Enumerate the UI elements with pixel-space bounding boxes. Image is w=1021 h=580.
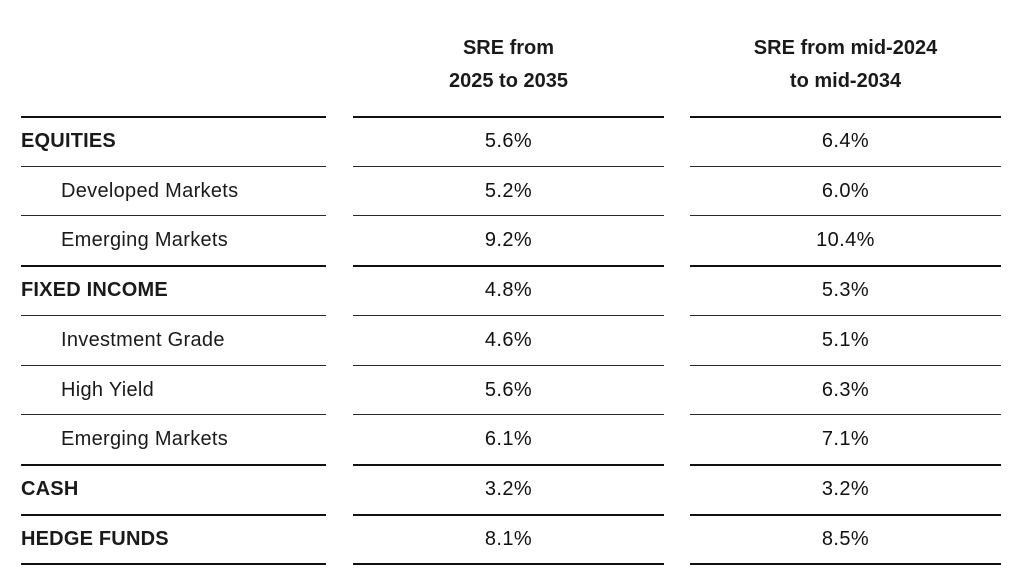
row-divider	[21, 315, 326, 316]
row-divider	[21, 365, 326, 366]
row-divider	[690, 215, 1001, 216]
row-divider	[690, 414, 1001, 415]
section-divider	[690, 116, 1001, 118]
subcategory-label: Emerging Markets	[61, 428, 229, 450]
value-mid2024-mid2034: 5.1%	[821, 329, 870, 351]
section-divider	[690, 464, 1001, 466]
section-divider	[353, 514, 664, 516]
value-2025-2035: 6.1%	[484, 428, 533, 450]
row-divider	[353, 365, 664, 366]
subcategory-label: High Yield	[61, 379, 155, 401]
table-row: CASH 3.2% 3.2%	[0, 465, 1021, 514]
section-divider	[353, 563, 664, 565]
table-row: Developed Markets 5.2% 6.0%	[0, 167, 1021, 216]
row-divider	[690, 315, 1001, 316]
value-2025-2035: 5.6%	[484, 130, 533, 152]
value-2025-2035: 4.6%	[484, 329, 533, 351]
table-row: Investment Grade 4.6% 5.1%	[0, 316, 1021, 365]
subcategory-label: Investment Grade	[61, 329, 225, 351]
category-label: HEDGE FUNDS	[21, 528, 169, 550]
value-2025-2035: 5.2%	[484, 180, 533, 202]
subcategory-label: Emerging Markets	[61, 229, 229, 251]
row-divider	[353, 166, 664, 167]
table-row: EQUITIES 5.6% 6.4%	[0, 117, 1021, 166]
table-row: Emerging Markets 6.1% 7.1%	[0, 415, 1021, 464]
row-divider	[21, 414, 326, 415]
value-mid2024-mid2034: 5.3%	[821, 279, 870, 301]
row-divider	[353, 414, 664, 415]
row-divider	[21, 215, 326, 216]
section-divider	[21, 514, 326, 516]
table-row: HEDGE FUNDS 8.1% 8.5%	[0, 515, 1021, 564]
row-divider	[21, 166, 326, 167]
row-divider	[353, 315, 664, 316]
row-divider	[690, 166, 1001, 167]
column-header-line: 2025 to 2035	[449, 70, 568, 92]
value-mid2024-mid2034: 7.1%	[821, 428, 870, 450]
value-mid2024-mid2034: 3.2%	[821, 478, 870, 500]
table-row: Emerging Markets 9.2% 10.4%	[0, 216, 1021, 265]
category-label: CASH	[21, 478, 79, 500]
value-2025-2035: 8.1%	[484, 528, 533, 550]
value-2025-2035: 5.6%	[484, 379, 533, 401]
section-divider	[21, 116, 326, 118]
row-divider	[690, 365, 1001, 366]
value-2025-2035: 4.8%	[484, 279, 533, 301]
column-header-line: SRE from mid-2024	[753, 37, 938, 59]
table-row: FIXED INCOME 4.8% 5.3%	[0, 266, 1021, 315]
section-divider	[353, 464, 664, 466]
section-divider	[353, 265, 664, 267]
row-divider	[353, 215, 664, 216]
section-divider	[21, 464, 326, 466]
column-header-mid2024-mid2034: SRE from mid-2024 to mid-2034	[690, 32, 1001, 98]
subcategory-label: Developed Markets	[61, 180, 239, 202]
table-row: High Yield 5.6% 6.3%	[0, 366, 1021, 415]
value-2025-2035: 9.2%	[484, 229, 533, 251]
column-header-line: to mid-2034	[789, 70, 902, 92]
value-mid2024-mid2034: 8.5%	[821, 528, 870, 550]
column-header-line: SRE from	[462, 37, 555, 59]
section-divider	[353, 116, 664, 118]
value-2025-2035: 3.2%	[484, 478, 533, 500]
column-header-2025-2035: SRE from 2025 to 2035	[353, 32, 664, 98]
section-divider	[21, 563, 326, 565]
value-mid2024-mid2034: 10.4%	[816, 229, 875, 251]
section-divider	[21, 265, 326, 267]
value-mid2024-mid2034: 6.0%	[821, 180, 870, 202]
value-mid2024-mid2034: 6.4%	[821, 130, 870, 152]
value-mid2024-mid2034: 6.3%	[821, 379, 870, 401]
section-divider	[690, 563, 1001, 565]
section-divider	[690, 265, 1001, 267]
category-label: EQUITIES	[21, 130, 116, 152]
category-label: FIXED INCOME	[21, 279, 168, 301]
section-divider	[690, 514, 1001, 516]
